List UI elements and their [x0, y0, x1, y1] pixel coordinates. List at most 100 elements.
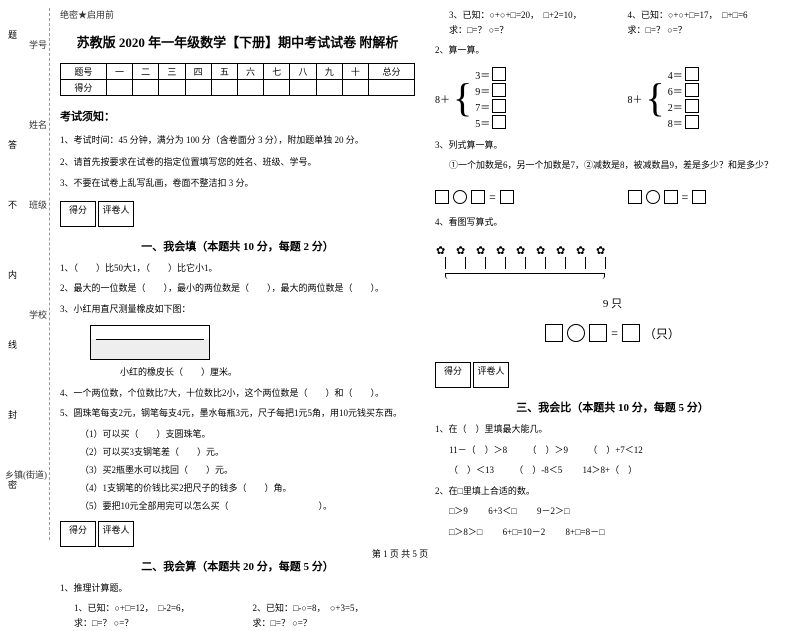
notice-item: 1、考试时间：45 分钟，满分为 100 分（含卷面分 3 分），附加题单独 2…	[60, 134, 415, 147]
sub-question: （1）可以买（ ）支圆珠笔。	[80, 427, 415, 440]
left-column: 绝密★启用前 苏教版 2020 年一年级数学【下册】期中考试试卷 附解析 题号 …	[60, 8, 415, 540]
seal-char: 题	[8, 28, 17, 41]
grade-box: 得分 评卷人	[435, 362, 790, 388]
table-cell: 一	[106, 64, 132, 80]
content: 绝密★启用前 苏教版 2020 年一年级数学【下册】期中考试试卷 附解析 题号 …	[50, 8, 800, 540]
flower-icon	[476, 244, 494, 269]
flower-icon	[536, 244, 554, 269]
row: （ ）＜13 （ ）-8＜5 14＞8+（ ）	[449, 464, 790, 478]
table-cell: 二	[133, 64, 159, 80]
expr: （ ）＜13	[449, 465, 494, 475]
two-col: 3、已知：○+○+□=20， □+2=10， 求：□=？ ○=？ 4、已知：○+…	[435, 8, 790, 38]
expr: 6＝	[668, 83, 683, 98]
answer-box[interactable]	[685, 67, 699, 81]
op-circle[interactable]	[646, 190, 660, 204]
expr: □＞8＞□	[449, 527, 482, 537]
sub-question: 1、已知：○+□=12， □-2=6，	[74, 602, 223, 616]
ruler-figure	[90, 325, 415, 360]
exam-title: 苏教版 2020 年一年级数学【下册】期中考试试卷 附解析	[60, 32, 415, 51]
sub-question: （3）买2瓶墨水可以找回（ ）元。	[80, 463, 415, 476]
score-table: 题号 一 二 三 四 五 六 七 八 九 十 总分 得分	[60, 63, 415, 96]
score-cell: 得分	[435, 362, 471, 388]
question: 2、算一算。	[435, 44, 790, 58]
right-column: 3、已知：○+○+□=20， □+2=10， 求：□=？ ○=？ 4、已知：○+…	[435, 8, 790, 540]
answer-box[interactable]	[685, 99, 699, 113]
expr: 2＝	[668, 99, 683, 114]
bind-label: 姓名	[29, 118, 47, 131]
brace-icon: {	[646, 78, 665, 118]
question: 1、推理计算题。	[60, 582, 415, 596]
sub-question: 求：□=？ ○=？	[253, 617, 416, 631]
answer-box[interactable]	[692, 190, 706, 204]
section-title: 三、我会比（本题共 10 分，每题 5 分）	[435, 399, 790, 415]
bind-label: 学号	[29, 38, 47, 51]
seal-char: 线	[8, 338, 17, 351]
answer-box[interactable]	[664, 190, 678, 204]
binding-margin: 学号 姓名 班级 学校 乡镇(街道) 题 答 不 内 线 封 密	[0, 8, 50, 540]
marker-cell: 评卷人	[98, 201, 134, 227]
underbrace-icon	[445, 273, 605, 279]
answer-box[interactable]	[622, 324, 640, 342]
flower-icon	[576, 244, 594, 269]
equation: =	[435, 190, 598, 205]
table-cell: 九	[316, 64, 342, 80]
expr: 9－2＞□	[537, 506, 569, 516]
flower-icon	[516, 244, 534, 269]
grade-box: 得分 评卷人	[60, 201, 415, 227]
section-title: 二、我会算（本题共 20 分，每题 5 分）	[60, 558, 415, 574]
bind-label: 学校	[29, 308, 47, 321]
unit: （只）	[644, 325, 680, 342]
answer-box[interactable]	[500, 190, 514, 204]
table-cell: 四	[185, 64, 211, 80]
answer-box[interactable]	[435, 190, 449, 204]
seal-char: 密	[8, 478, 17, 491]
sub-question: （2）可以买3支钢笔差（ ）元。	[80, 445, 415, 458]
section-title: 一、我会填（本题共 10 分，每题 2 分）	[60, 238, 415, 254]
calc-groups: 8＋ { 3＝ 9＝ 7＝ 5＝ 8＋ { 4＝ 6＝ 2＝	[435, 64, 790, 133]
expr: 7＝	[475, 99, 490, 114]
nine-label: 9 只	[435, 295, 790, 311]
eq-row: = =	[435, 185, 790, 210]
answer-box[interactable]	[628, 190, 642, 204]
answer-box[interactable]	[471, 190, 485, 204]
score-cell: 得分	[60, 521, 96, 547]
answer-box[interactable]	[492, 67, 506, 81]
equation: =	[628, 190, 791, 205]
answer-box[interactable]	[589, 324, 607, 342]
table-cell: 得分	[61, 80, 107, 96]
table-cell: 八	[290, 64, 316, 80]
answer-box[interactable]	[492, 99, 506, 113]
question: 3、列式算一算。	[435, 139, 790, 153]
answer-box[interactable]	[685, 83, 699, 97]
confidential-tag: 绝密★启用前	[60, 8, 415, 21]
flower-icon	[596, 244, 614, 269]
brace-icon: {	[453, 78, 472, 118]
sub-question: 2、已知：□-○=8， ○+3=5，	[253, 602, 416, 616]
answer-box[interactable]	[685, 115, 699, 129]
grade-box: 得分 评卷人	[60, 521, 415, 547]
answer-box[interactable]	[545, 324, 563, 342]
row: □＞8＞□ 6+□=10－2 8+□=8－□	[449, 526, 790, 540]
notice-heading: 考试须知：	[60, 108, 415, 124]
expr: 5＝	[475, 115, 490, 130]
op-circle[interactable]	[567, 324, 585, 342]
answer-box[interactable]	[492, 115, 506, 129]
sub-question: 求：□=？ ○=？	[74, 617, 223, 631]
table-cell: 十	[342, 64, 368, 80]
expr: 8＝	[668, 115, 683, 130]
table-row: 题号 一 二 三 四 五 六 七 八 九 十 总分	[61, 64, 415, 80]
answer-box[interactable]	[492, 83, 506, 97]
expr: （ ）＞9	[527, 445, 568, 455]
flower-icon	[556, 244, 574, 269]
sub-question: 3、已知：○+○+□=20， □+2=10，	[449, 9, 598, 23]
op-circle[interactable]	[453, 190, 467, 204]
expr: 4＝	[668, 67, 683, 82]
notice-item: 2、请首先按要求在试卷的指定位置填写您的姓名、班级、学号。	[60, 156, 415, 169]
page: 学号 姓名 班级 学校 乡镇(街道) 题 答 不 内 线 封 密 绝密★启用前 …	[0, 0, 800, 540]
flower-icon	[436, 244, 454, 269]
question: 4、一个两位数，个位数比7大，十位数比2小，这个两位数是（ ）和（ ）。	[60, 387, 415, 401]
question: 5、圆珠笔每支2元，钢笔每支4元，墨水每瓶3元，尺子每把1元5角，用10元钱买东…	[60, 407, 415, 421]
picture-equation: = （只）	[435, 324, 790, 342]
marker-cell: 评卷人	[98, 521, 134, 547]
flower-icon	[456, 244, 474, 269]
